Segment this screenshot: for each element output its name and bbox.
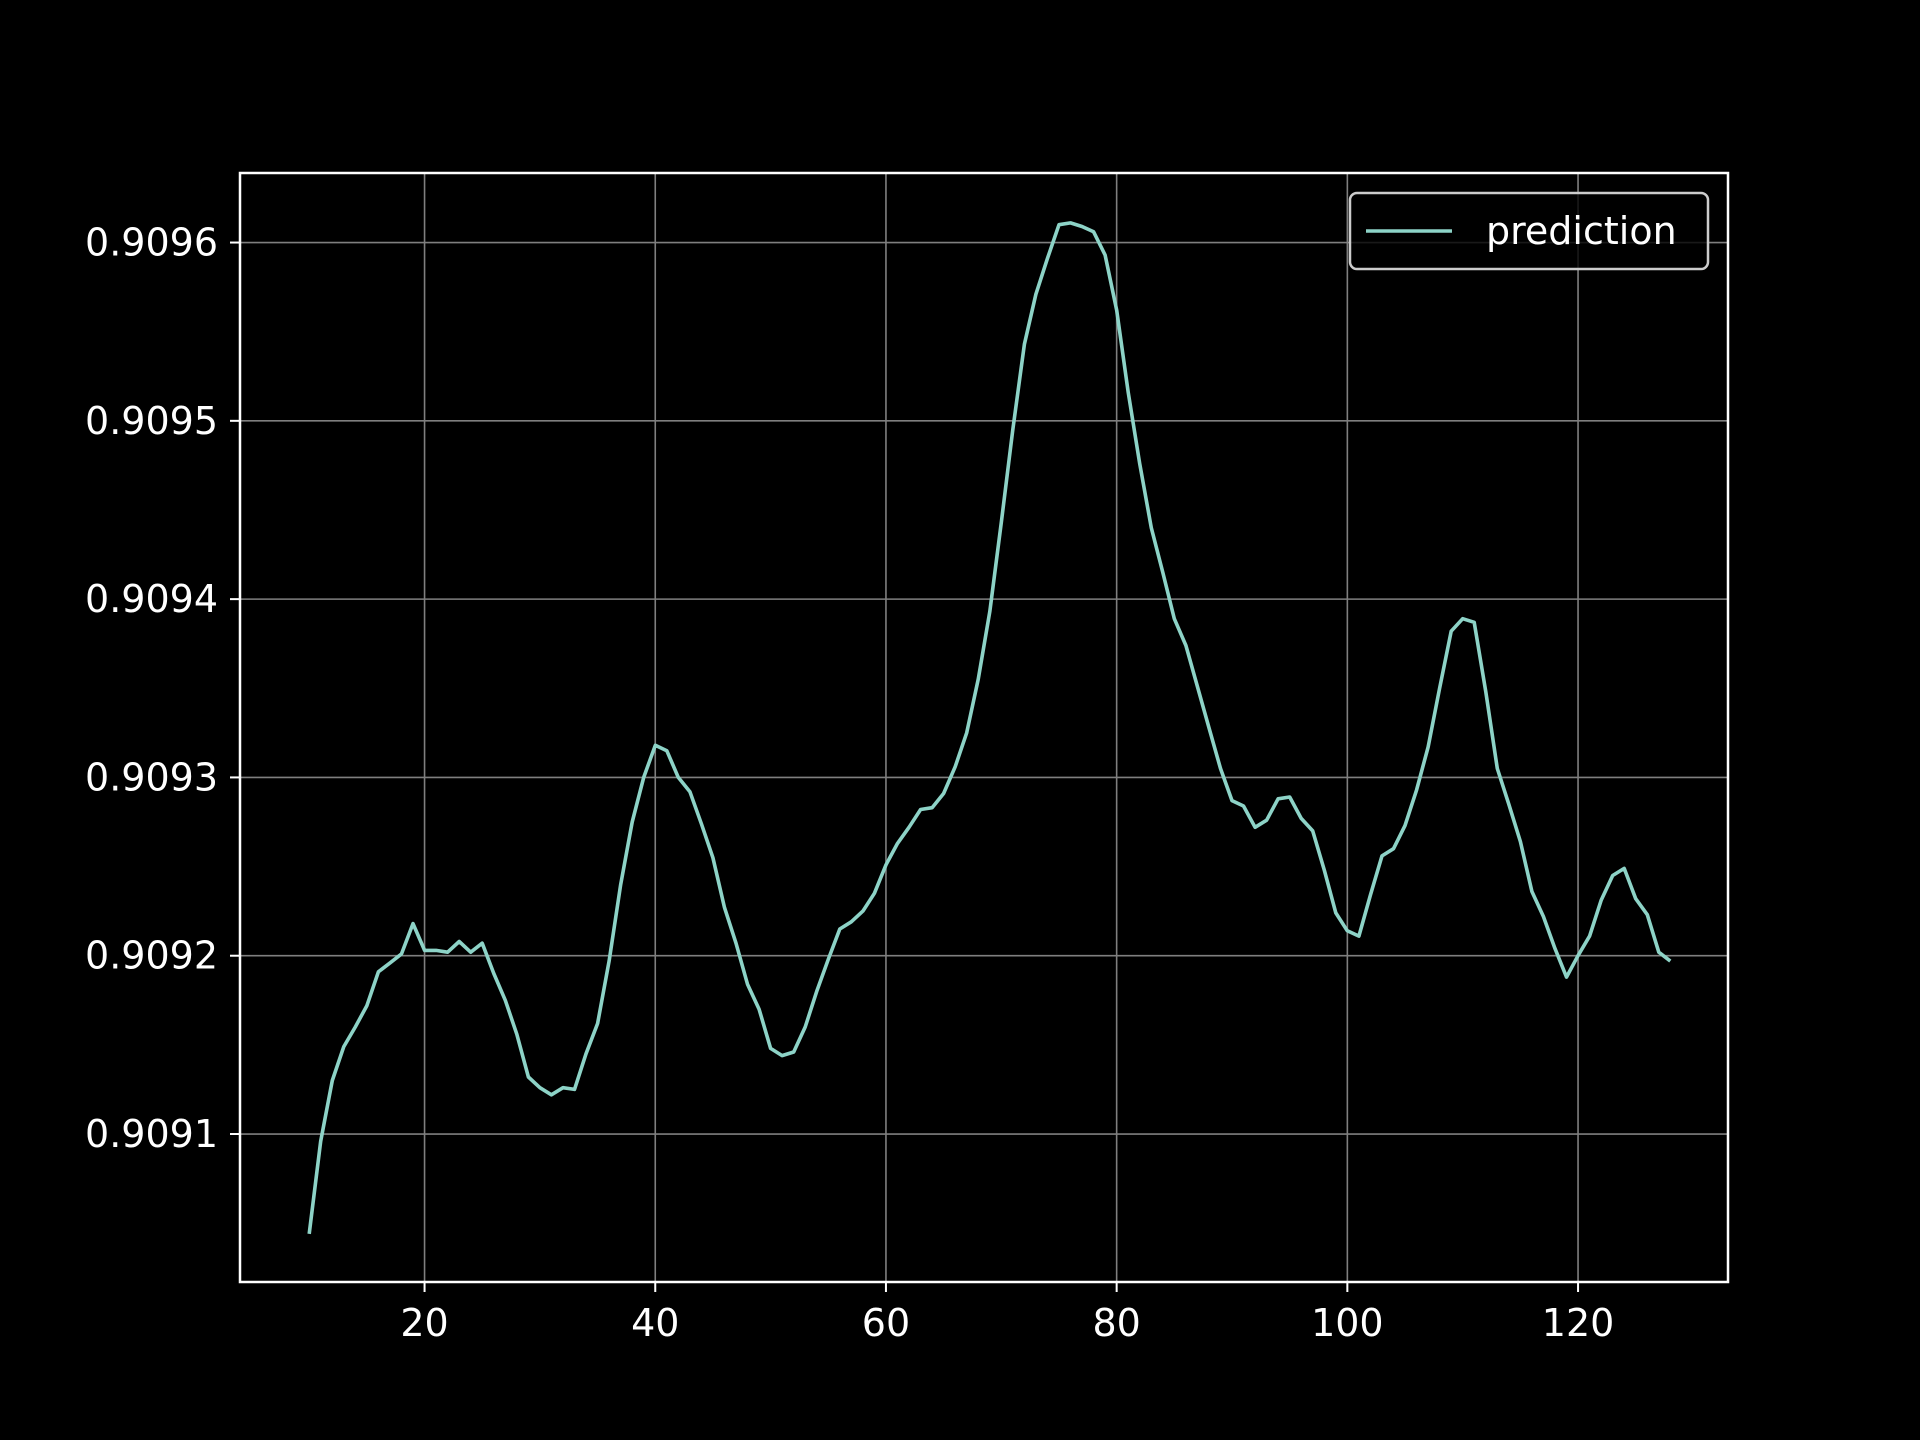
- x-tick-label: 60: [862, 1301, 910, 1345]
- y-tick-label: 0.9093: [85, 755, 218, 799]
- plot-frame: [238, 171, 1730, 1284]
- series-line-prediction: [307, 221, 1672, 1235]
- legend: prediction: [1348, 191, 1710, 271]
- x-tick-label: 20: [400, 1301, 448, 1345]
- y-tick-label: 0.9091: [85, 1112, 218, 1156]
- y-tick-label: 0.9095: [85, 399, 218, 443]
- x-tick-label: 100: [1311, 1301, 1384, 1345]
- y-tick-label: 0.9094: [85, 577, 218, 621]
- legend-label: prediction: [1486, 209, 1677, 253]
- y-axis-ticks: 0.9091 0.9092 0.9093 0.9094 0.9095 0.9096: [85, 221, 240, 1156]
- series-layer: [307, 221, 1672, 1235]
- y-tick-label: 0.9096: [85, 221, 218, 265]
- legend-box: [1348, 191, 1710, 271]
- x-tick-label: 80: [1092, 1301, 1140, 1345]
- y-tick-label: 0.9092: [85, 934, 218, 978]
- x-tick-label: 120: [1542, 1301, 1615, 1345]
- x-tick-label: 40: [631, 1301, 679, 1345]
- x-axis-ticks: 20 40 60 80 100 120: [400, 1282, 1614, 1345]
